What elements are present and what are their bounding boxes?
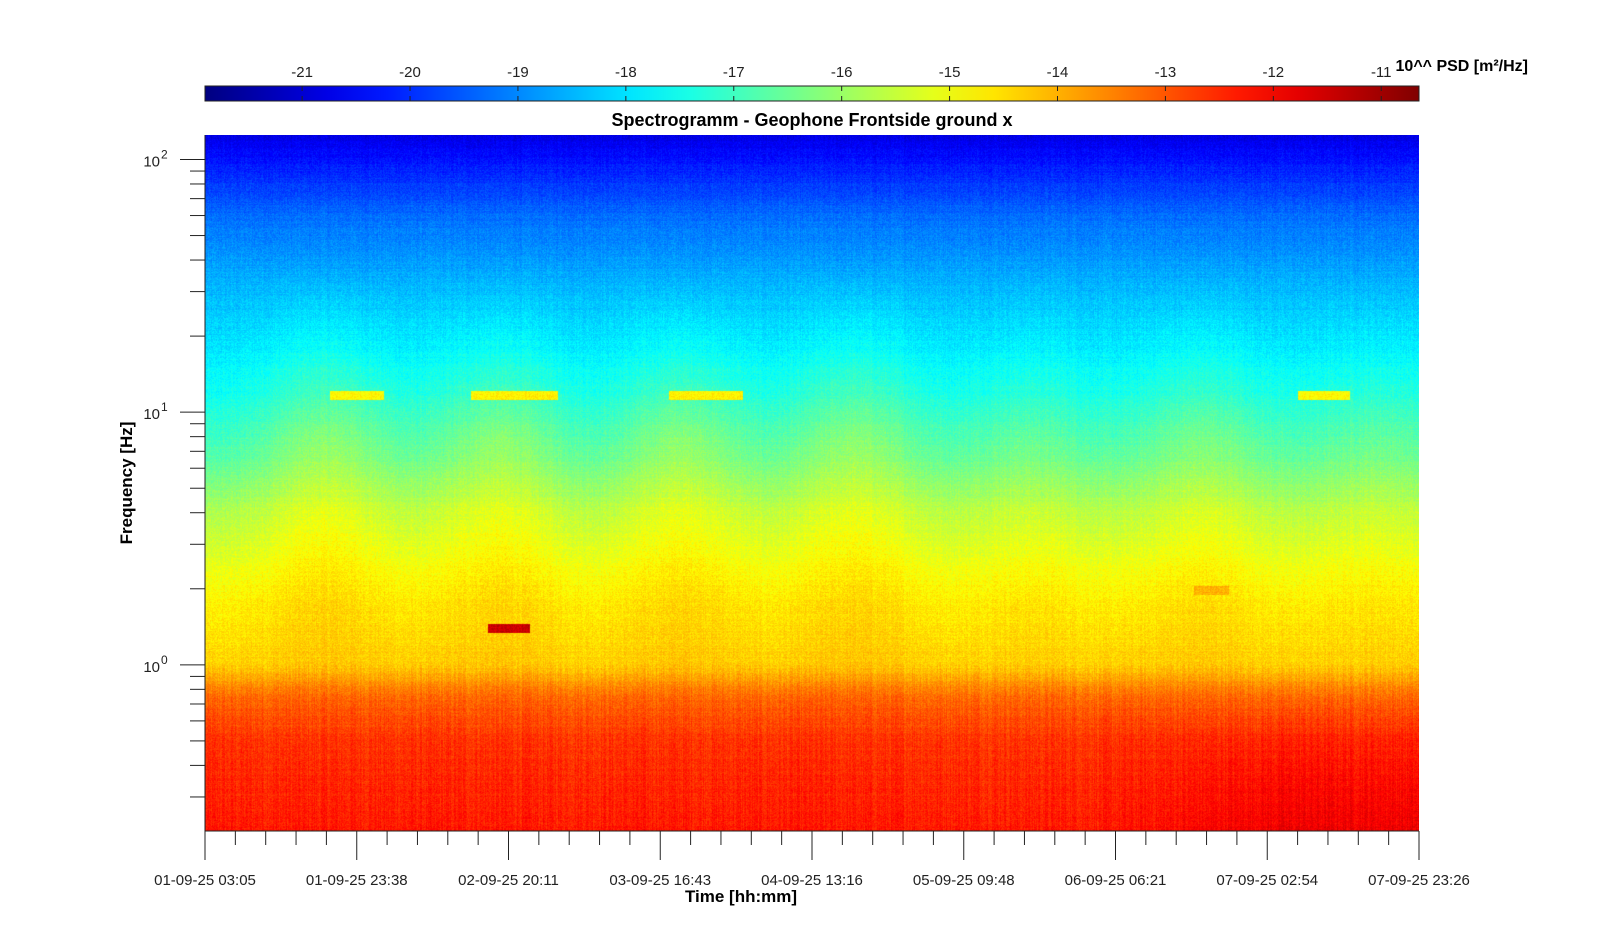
x-axis-ticks: 01-09-25 03:05 01-09-25 23:38 02-09-25 20:… — [154, 831, 1470, 889]
colorbar-tick-label: -11 — [1371, 64, 1392, 81]
y-axis-title: Frequency [Hz] — [117, 422, 136, 545]
y-tick-label: 10 — [143, 406, 160, 423]
colorbar-tick-label: -15 — [939, 64, 961, 81]
colorbar-tick-label: -16 — [831, 64, 853, 81]
x-tick-label: 01-09-25 03:05 — [154, 872, 256, 889]
plot-area — [204, 135, 1419, 832]
x-tick-label: 05-09-25 09:48 — [913, 872, 1015, 889]
y-tick-exponent: 1 — [161, 400, 168, 414]
spectrogram-image — [205, 135, 1419, 831]
colorbar-tick-label: -19 — [507, 64, 529, 81]
y-tick-exponent: 2 — [161, 147, 168, 161]
x-tick-label: 07-09-25 23:26 — [1368, 872, 1470, 889]
x-tick-label: 07-09-25 02:54 — [1216, 872, 1318, 889]
colorbar-tick-label: -12 — [1262, 64, 1284, 81]
x-tick-label: 04-09-25 13:16 — [761, 872, 863, 889]
y-tick-label: 10 — [143, 153, 160, 170]
colorbar-tick-label: -21 — [291, 64, 313, 81]
colorbar-tick-label: -14 — [1047, 64, 1069, 81]
colorbar-tick-label: -13 — [1155, 64, 1177, 81]
x-tick-label: 01-09-25 23:38 — [306, 872, 408, 889]
x-tick-label: 06-09-25 06:21 — [1065, 872, 1167, 889]
x-tick-label: 02-09-25 20:11 — [458, 872, 559, 889]
colorbar: -21 -20 -19 -18 -17 -16 -15 -14 -13 -12 -11 10^^ P… — [204, 58, 1528, 102]
chart-title: Spectrogramm - Geophone Frontside ground… — [611, 110, 1012, 130]
x-tick-label: 03-09-25 16:43 — [609, 872, 711, 889]
y-tick-label: 10 — [143, 659, 160, 676]
colorbar-tick-label: -20 — [399, 64, 421, 81]
colorbar-bar — [204, 85, 1420, 102]
colorbar-tick-label: -18 — [615, 64, 637, 81]
colorbar-ticks: -21 -20 -19 -18 -17 -16 -15 -14 -13 -12 -11 — [291, 64, 1392, 101]
y-tick-exponent: 0 — [161, 653, 168, 667]
colorbar-label: 10^^ PSD [m²/Hz] — [1396, 58, 1528, 75]
x-axis-title: Time [hh:mm] — [685, 887, 797, 906]
colorbar-tick-label: -17 — [723, 64, 745, 81]
